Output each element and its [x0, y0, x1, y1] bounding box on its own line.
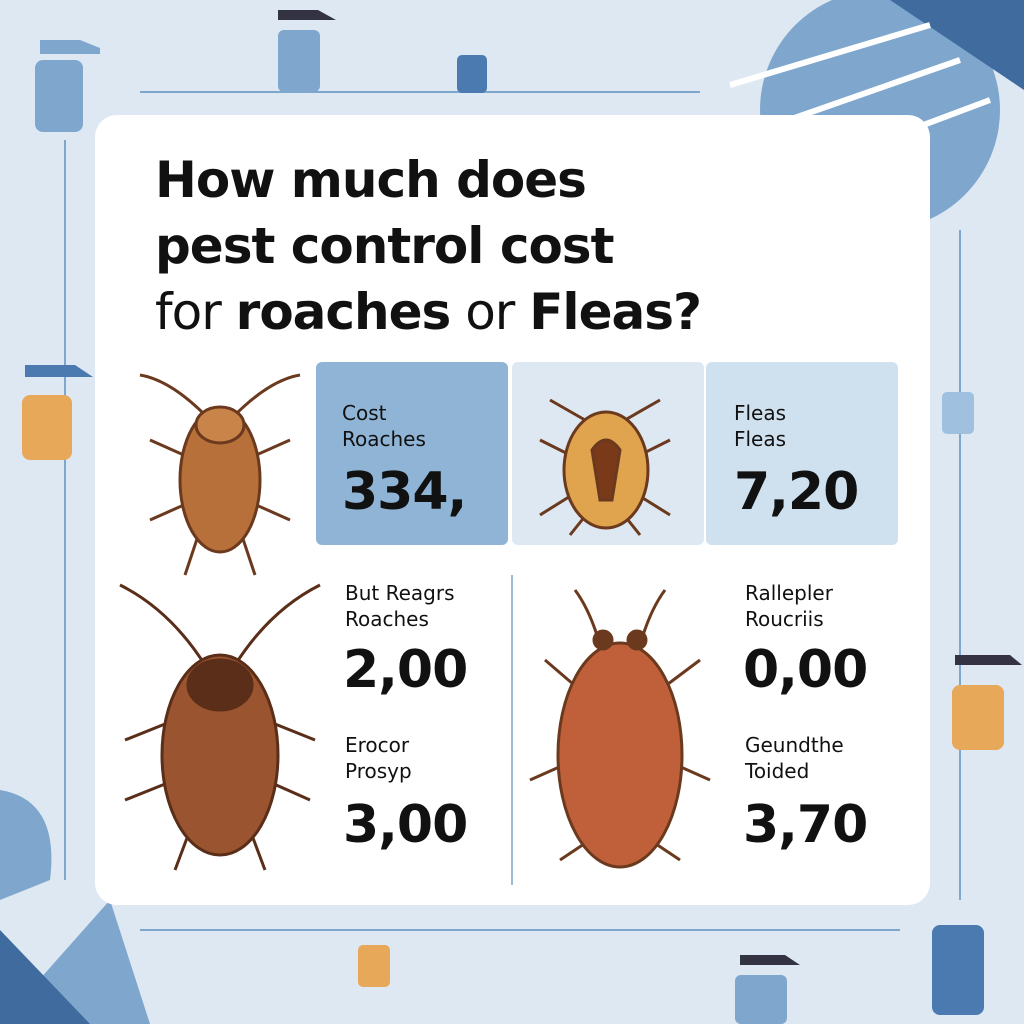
- deco-leaves: [0, 790, 150, 1024]
- item-label: Roaches: [345, 607, 429, 631]
- roach-small: [139, 373, 301, 576]
- card-label: Cost: [342, 401, 387, 425]
- card-label: Fleas: [734, 427, 787, 451]
- title-text: roaches: [235, 283, 452, 341]
- item-label: Prosyp: [345, 759, 412, 783]
- title-text: for: [155, 283, 222, 341]
- item-label: Roucriis: [745, 607, 824, 631]
- title-text: Fleas?: [529, 283, 702, 341]
- roach-large: [119, 583, 321, 871]
- title-text: How much does: [155, 151, 587, 209]
- title-line: How much does: [155, 150, 587, 210]
- flea: [539, 398, 671, 536]
- deco-corner: [0, 930, 90, 1024]
- card-value: 7,20: [734, 462, 859, 522]
- item-label: Rallepler: [745, 581, 833, 605]
- deco-corner: [890, 0, 1024, 90]
- title-text: or: [465, 283, 515, 341]
- item-label: Toided: [745, 759, 810, 783]
- card-label: Fleas: [734, 401, 787, 425]
- title-line: for roaches or Fleas?: [155, 282, 702, 342]
- item-value: 2,00: [343, 640, 468, 700]
- cost-card: Cost Roaches 334,: [316, 362, 508, 545]
- spray-bottles: [22, 10, 1022, 1024]
- title-line: pest control cost: [155, 216, 614, 276]
- item-value: 3,70: [743, 795, 868, 855]
- beetle: [529, 589, 711, 869]
- item-label: But Reagrs: [345, 581, 455, 605]
- item-label: Geundthe: [745, 733, 844, 757]
- card-value: 334,: [342, 462, 467, 522]
- title-text: pest control cost: [155, 217, 614, 275]
- item-value: 0,00: [743, 640, 868, 700]
- item-label: Erocor: [345, 733, 410, 757]
- frame-lines: [64, 91, 961, 931]
- cost-card: Fleas Fleas 7,20: [706, 362, 898, 545]
- card-label: Roaches: [342, 427, 426, 451]
- item-value: 3,00: [343, 795, 468, 855]
